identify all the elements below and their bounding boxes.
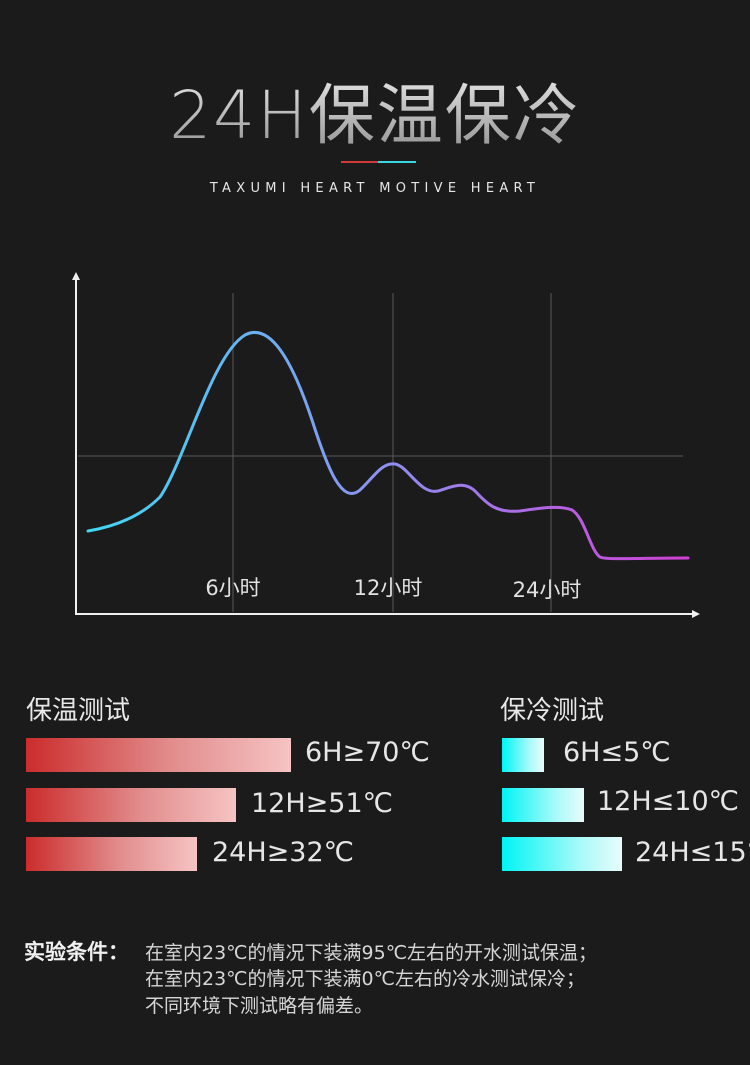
cold-bar-24h (502, 837, 622, 871)
heat-bar-12h (26, 788, 236, 822)
tick-label-12h: 12小时 (354, 576, 423, 600)
accent-line-cyan (378, 161, 416, 163)
tick-label-24h: 24小时 (513, 578, 582, 602)
temperature-curve-chart: 6小时 12小时 24小时 (72, 272, 700, 618)
cold-label-24h: 24H≤15℃ (635, 837, 750, 868)
heat-label-24h: 24H≥32℃ (212, 837, 354, 868)
heat-label-6h: 6H≥70℃ (305, 737, 430, 768)
heat-bar-24h (26, 837, 197, 871)
heat-bar-6h (26, 738, 291, 772)
cold-bar-6h (502, 738, 544, 772)
conditions-line-3: 不同环境下测试略有偏差。 (145, 995, 374, 1017)
x-axis-arrow-icon (692, 610, 700, 618)
conditions-heading: 实验条件： (24, 940, 129, 964)
cold-bar-12h (502, 788, 584, 822)
page-title: 24H保温保冷 (0, 62, 750, 158)
accent-line-red (341, 161, 378, 163)
heat-label-12h: 12H≥51℃ (251, 788, 393, 819)
cold-test-title: 保冷测试 (500, 696, 605, 726)
cold-label-12h: 12H≤10℃ (597, 786, 739, 817)
conditions-line-2: 在室内23℃的情况下装满0℃左右的冷水测试保冷； (145, 968, 585, 990)
heat-test-title: 保温测试 (26, 696, 131, 726)
conditions-line-1: 在室内23℃的情况下装满95℃左右的开水测试保温； (145, 942, 598, 964)
y-axis-arrow-icon (72, 272, 80, 280)
tick-label-6h: 6小时 (205, 576, 260, 600)
page-subtitle: TAXUMI HEART MOTIVE HEART (209, 181, 541, 196)
cold-label-6h: 6H≤5℃ (563, 737, 671, 768)
temperature-curve (86, 331, 690, 561)
